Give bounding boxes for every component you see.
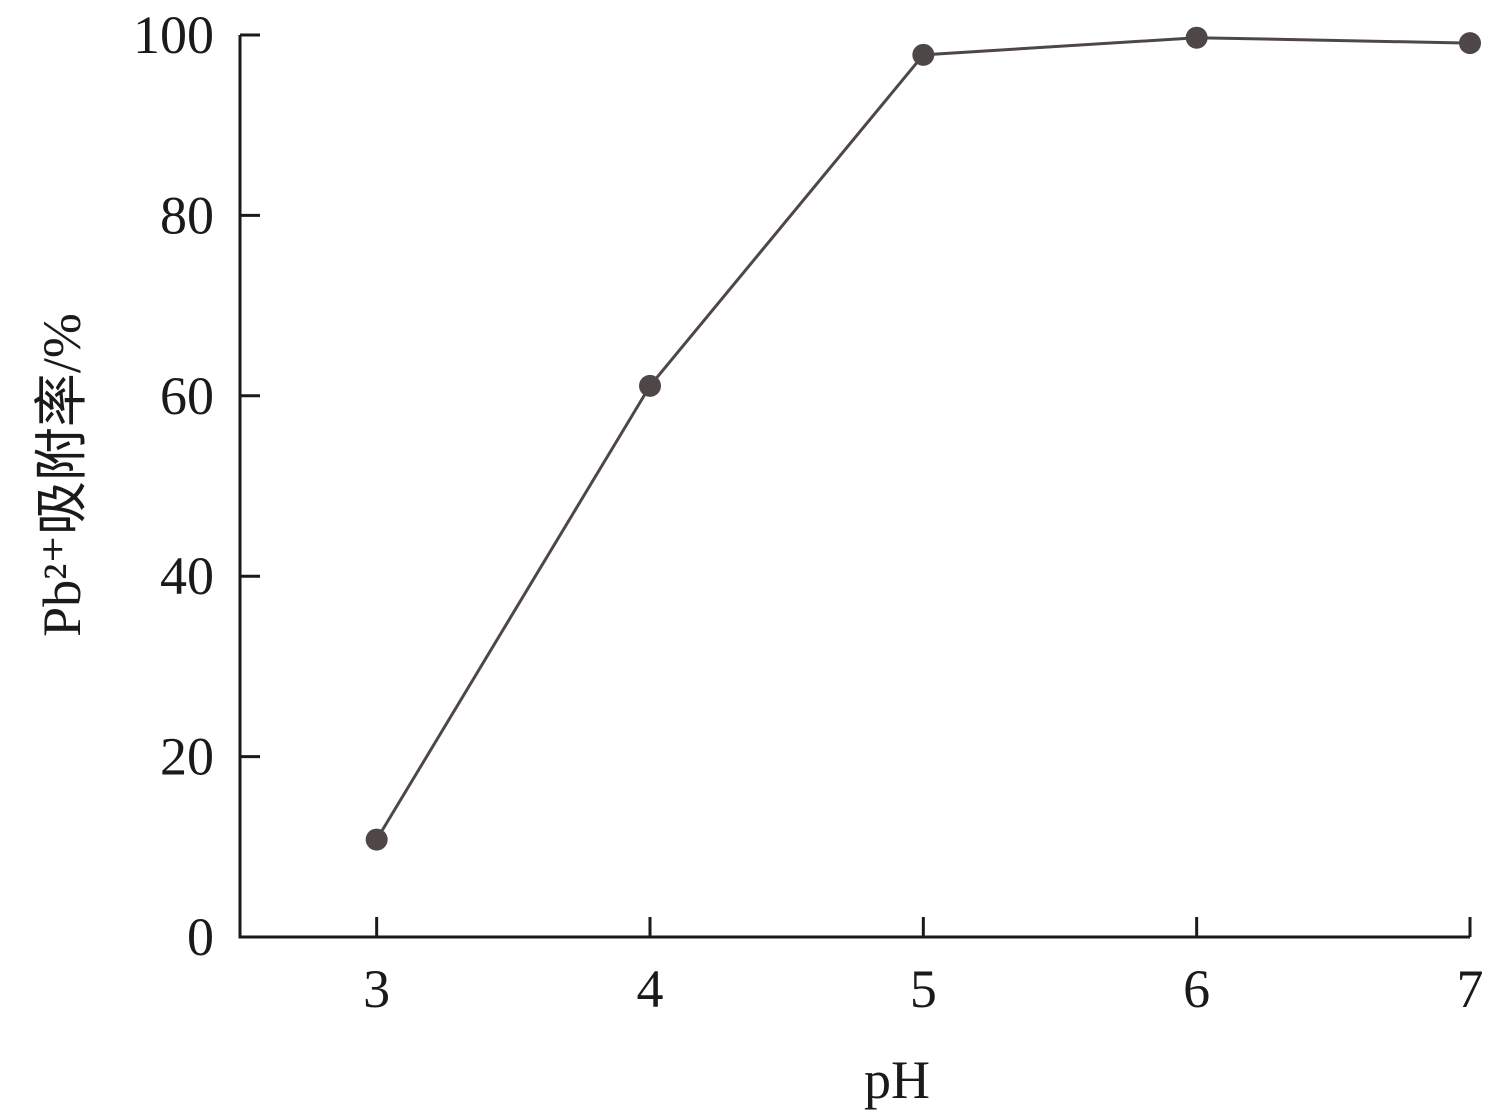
y-tick-label: 80 (160, 185, 214, 245)
data-point (1185, 26, 1208, 49)
y-axis-label: Pb²⁺吸附率/% (32, 313, 92, 637)
data-point (639, 374, 661, 397)
data-point (1459, 32, 1481, 55)
x-axis-label: pH (864, 1050, 930, 1110)
y-tick-label: 60 (160, 366, 214, 426)
data-point (912, 43, 935, 66)
y-tick-label: 40 (160, 546, 214, 606)
x-tick-label: 6 (1183, 959, 1210, 1019)
x-tick-label: 4 (637, 959, 664, 1019)
x-tick-label: 7 (1457, 959, 1484, 1019)
y-tick-label: 20 (160, 727, 214, 787)
x-tick-label: 5 (910, 959, 937, 1019)
y-tick-label: 0 (187, 907, 214, 967)
y-tick-label: 100 (133, 5, 214, 65)
series-line (375, 36, 1471, 841)
x-tick-label: 3 (363, 959, 390, 1019)
data-point (365, 828, 388, 851)
